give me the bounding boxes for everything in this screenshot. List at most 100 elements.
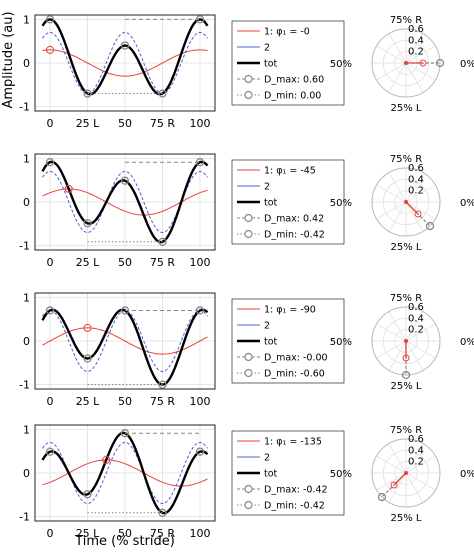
series-1-peak-marker [102,455,111,464]
panel-1: 0 25 L 50 75 R 100 -1 0 1 1: φ₁ = -0 2 tot D_max: 0… [19,13,474,130]
legend-marker [244,213,253,223]
series-2-line [42,31,208,95]
legend-label: 1: φ₁ = -0 [264,27,310,38]
polar-spoke [405,33,424,64]
y-tick-label: -1 [19,240,30,253]
polar-spoke [376,323,407,342]
polar-vector-tip [435,58,445,68]
polar-spoke [405,472,436,491]
legend-marker [244,500,253,510]
x-tick-label: 75 R [150,117,175,130]
legend-label: D_min: -0.60 [264,369,325,380]
legend-label: D_max: -0.00 [264,353,328,364]
x-tick-label: 0 [47,395,54,408]
polar-outline [371,438,441,508]
max-marker [120,41,130,50]
polar-angle-label: 25% L [391,513,422,524]
legend-label: tot [264,469,278,480]
legend-label: D_max: 0.60 [264,75,324,86]
y-tick-label: -1 [19,511,30,524]
polar-plot: 0.20.40.675% R 50% 0% 25% L [330,425,474,524]
polar-plot: 0.20.40.675% R 50% 0% 25% L [330,293,474,392]
polar-angle-label: 0% [460,337,474,348]
x-tick-label: 100 [190,256,211,269]
polar-spoke [388,33,407,64]
x-tick-label: 50 [118,117,132,130]
series-2-line [42,309,208,373]
polar-outline [371,306,441,376]
y-axis-label: Amplitude (au) [1,11,16,108]
panel-2: 0 25 L 50 75 R 100 -1 0 1 1: φ₁ = -45 2 tot D_max: … [19,152,474,269]
polar-r-tick: 0.4 [408,35,424,46]
polar-spoke [405,455,436,474]
legend-label: 2 [264,182,270,193]
polar-angle-label: 50% [330,469,352,480]
y-tick-label: -1 [19,379,30,392]
legend-marker [244,229,253,239]
x-tick-label: 50 [118,256,132,269]
y-tick-label: 1 [23,152,30,165]
x-tick-label: 100 [190,117,211,130]
x-tick-label: 100 [190,395,211,408]
polar-plot: 0.20.40.675% R 50% 0% 25% L [330,15,474,114]
polar-spoke [405,172,424,203]
legend-label: 2 [264,43,270,54]
polar-spoke [388,201,407,232]
polar-spoke [388,311,407,342]
polar-spoke [405,45,436,64]
min-marker [83,490,92,499]
x-tick-label: 50 [118,527,132,540]
polar-r-tick: 0.6 [408,434,424,445]
polar-spoke [376,45,407,64]
legend-label: D_min: 0.00 [264,91,321,102]
y-tick-label: 0 [23,196,30,209]
polar-spoke [376,201,407,220]
polar-spoke [376,340,407,359]
y-tick-label: 1 [23,13,30,26]
axes-box [34,14,216,112]
min-marker [83,354,92,363]
polar-spoke [405,184,436,203]
legend-label: D_min: -0.42 [264,501,325,512]
polar-outline [371,167,441,237]
polar-spoke [405,201,424,232]
legend-marker [244,368,253,378]
legend-marker [244,484,253,494]
polar-spoke [405,340,436,359]
polar-angle-label: 75% R [390,154,422,165]
x-tick-label: 0 [47,256,54,269]
max-marker [120,176,130,185]
legend-label: 2 [264,321,270,332]
y-tick-label: 0 [23,467,30,480]
polar-spoke [388,472,407,503]
polar-angle-label: 25% L [391,381,422,392]
polar-outline [371,28,441,98]
polar-center [404,61,408,65]
y-tick-label: 1 [23,291,30,304]
max-marker [45,158,55,167]
polar-spoke [405,62,424,93]
polar-r-tick: 0.2 [408,325,424,336]
polar-angle-label: 75% R [390,425,422,436]
legend-marker [244,90,253,100]
polar-r-tick: 0.2 [408,457,424,468]
polar-angle-label: 0% [460,469,474,480]
x-tick-label: 0 [47,527,54,540]
series-1-peak-marker [83,323,92,332]
y-tick-label: 1 [23,423,30,436]
axes-box [34,153,216,251]
x-tick-label: 100 [190,527,211,540]
polar-r-tick: 0.4 [408,313,424,324]
polar-spoke [376,184,407,203]
polar-r-tick: 0.6 [408,24,424,35]
x-tick-label: 25 L [76,395,100,408]
legend-label: tot [264,59,278,70]
polar-spoke [376,62,407,81]
legend-label: tot [264,337,278,348]
polar-vector-tip [425,221,435,231]
polar-vector-tip [377,492,387,502]
legend-label: D_max: -0.42 [264,485,328,496]
polar-r-tick: 0.2 [408,186,424,197]
y-tick-label: 0 [23,335,30,348]
